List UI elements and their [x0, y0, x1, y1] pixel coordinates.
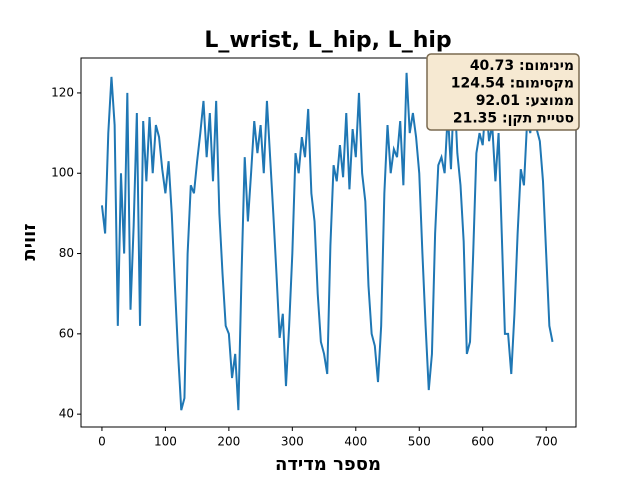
x-tick-label: 0: [98, 435, 106, 449]
plot-frame: [80, 57, 577, 428]
stats-text: מקסימום: 124.54: [451, 76, 574, 92]
y-tick-label: 80: [59, 246, 74, 260]
x-axis-label: מספר מדידה: [275, 454, 381, 475]
x-tick-label: 600: [471, 435, 494, 449]
chart-title: L_wrist, L_hip, L_hip: [204, 28, 451, 53]
x-tick-label: 200: [217, 435, 240, 449]
x-tick-label: 700: [535, 435, 558, 449]
x-tick-label: 400: [344, 435, 367, 449]
data-line: [100, 72, 554, 411]
y-tick-label: 120: [51, 85, 74, 99]
x-tick-label: 100: [154, 435, 177, 449]
y-axis-label: זווית: [19, 223, 40, 260]
y-tick-label: 40: [59, 407, 74, 421]
x-tick-label: 500: [408, 435, 431, 449]
x-tick-label: 300: [281, 435, 304, 449]
y-tick-label: 60: [59, 326, 74, 340]
stats-text: סטיית תקן: 21.35: [453, 111, 574, 127]
stats-text: ממוצע: 92.01: [476, 93, 574, 109]
y-tick-label: 100: [51, 166, 74, 180]
stats-text: מינימום: 40.73: [470, 58, 574, 74]
stats-box: [426, 53, 580, 131]
